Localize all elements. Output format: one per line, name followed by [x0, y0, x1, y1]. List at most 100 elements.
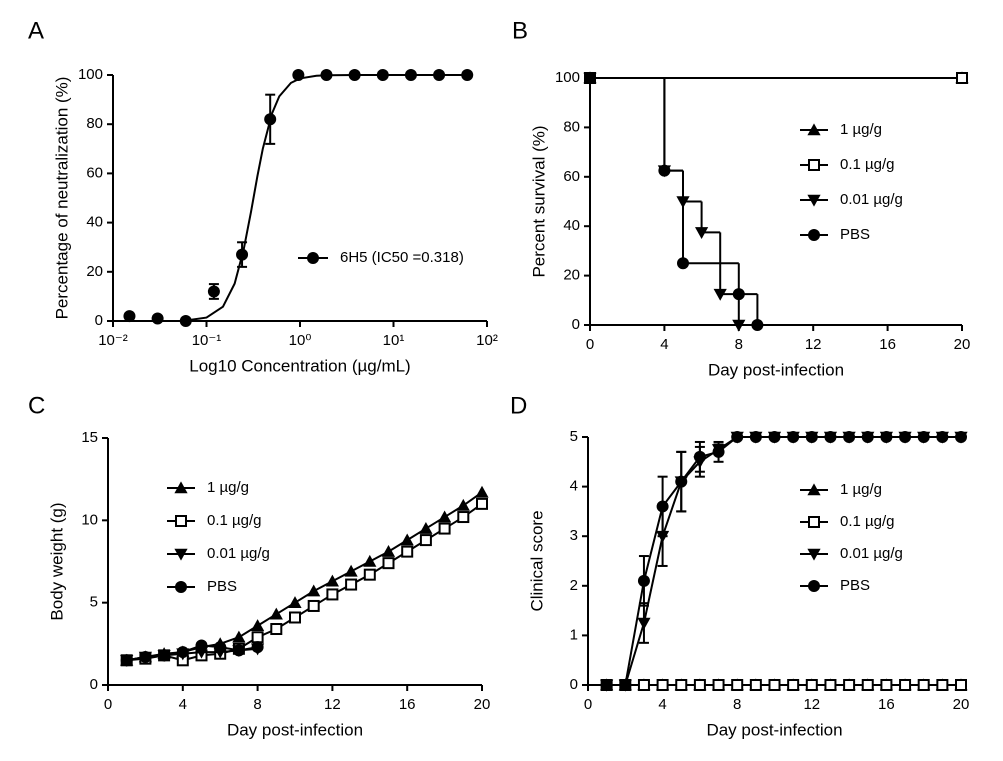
marker [637, 617, 651, 630]
y-tick-label: 40 [86, 214, 103, 231]
y-tick-label: 0 [570, 676, 578, 693]
marker [475, 485, 489, 498]
marker [675, 475, 688, 488]
x-axis-title: Day post-infection [708, 360, 844, 379]
marker [251, 641, 264, 654]
series-line [606, 436, 961, 686]
legend-label: 0.01 µg/g [207, 545, 270, 562]
marker [880, 679, 893, 691]
legend-label: 0.1 µg/g [207, 512, 262, 529]
y-axis-title: Body weight (g) [47, 502, 66, 620]
marker [320, 69, 333, 81]
marker [433, 69, 446, 81]
y-tick-label: 15 [81, 429, 98, 446]
marker [401, 545, 414, 558]
marker [805, 679, 818, 691]
marker [232, 630, 246, 643]
marker [658, 164, 671, 177]
y-axis-title: Percent survival (%) [529, 125, 548, 277]
y-tick-label: 3 [570, 527, 578, 544]
marker [476, 497, 488, 510]
marker [123, 310, 136, 323]
marker [713, 288, 727, 301]
marker [288, 596, 302, 608]
marker [749, 431, 762, 443]
marker [232, 644, 245, 657]
y-tick-label: 60 [86, 164, 103, 181]
marker [656, 500, 669, 513]
marker [600, 679, 613, 691]
legend-label: PBS [840, 226, 870, 243]
x-tick-label: 12 [805, 336, 822, 353]
marker [419, 521, 433, 534]
marker [584, 72, 596, 84]
marker [456, 498, 470, 511]
legend-label: 1 µg/g [840, 481, 882, 498]
x-tick-label: 0 [586, 336, 594, 353]
marker [207, 285, 220, 298]
x-tick-label: 10⁰ [289, 332, 312, 349]
x-tick-label: 20 [474, 696, 491, 713]
legend-label: 1 µg/g [207, 479, 249, 496]
series-line [606, 436, 961, 686]
marker [955, 431, 967, 443]
marker [251, 619, 265, 631]
marker [344, 564, 358, 577]
marker [251, 631, 264, 644]
marker [264, 113, 277, 126]
y-tick-label: 60 [563, 168, 580, 185]
x-tick-label: 4 [658, 696, 666, 713]
marker [805, 431, 818, 443]
legend-label: 0.01 µg/g [840, 545, 903, 562]
marker [363, 568, 376, 581]
marker [693, 450, 706, 463]
marker [348, 69, 361, 81]
marker [438, 510, 452, 523]
y-axis-title: Clinical score [527, 510, 546, 611]
marker [270, 623, 283, 636]
marker [637, 574, 650, 587]
marker [824, 431, 837, 443]
marker [325, 574, 339, 587]
y-tick-label: 10 [81, 511, 98, 528]
marker [751, 319, 764, 331]
marker [843, 431, 856, 443]
x-tick-label: 12 [324, 696, 341, 713]
y-tick-label: 5 [570, 428, 578, 445]
marker [307, 252, 319, 264]
legend-label: 6H5 (IC50 =0.318) [340, 249, 464, 266]
x-tick-label: 8 [253, 696, 261, 713]
marker [732, 288, 745, 301]
panel-label: D [510, 392, 527, 419]
marker [787, 679, 800, 691]
marker [381, 545, 396, 557]
x-tick-label: 10⁻¹ [192, 332, 222, 349]
panel-label: C [28, 392, 45, 419]
marker [843, 679, 856, 691]
marker [376, 69, 389, 81]
marker [179, 315, 192, 327]
marker [712, 445, 725, 458]
marker [880, 431, 893, 443]
marker [363, 554, 377, 567]
marker [768, 679, 781, 691]
marker [345, 578, 358, 591]
marker [214, 641, 227, 654]
marker [419, 534, 432, 547]
y-tick-label: 40 [563, 217, 580, 234]
marker [457, 511, 470, 524]
marker [656, 679, 669, 691]
marker [917, 431, 930, 443]
y-tick-label: 1 [570, 626, 578, 643]
y-tick-label: 20 [563, 267, 580, 284]
x-tick-label: 16 [399, 696, 416, 713]
marker [808, 580, 820, 592]
marker [175, 581, 187, 593]
marker [174, 548, 188, 561]
y-tick-label: 100 [555, 69, 580, 86]
y-tick-label: 0 [572, 316, 580, 333]
x-tick-label: 4 [660, 336, 668, 353]
marker [731, 431, 744, 443]
marker [158, 649, 171, 662]
marker [461, 69, 474, 81]
